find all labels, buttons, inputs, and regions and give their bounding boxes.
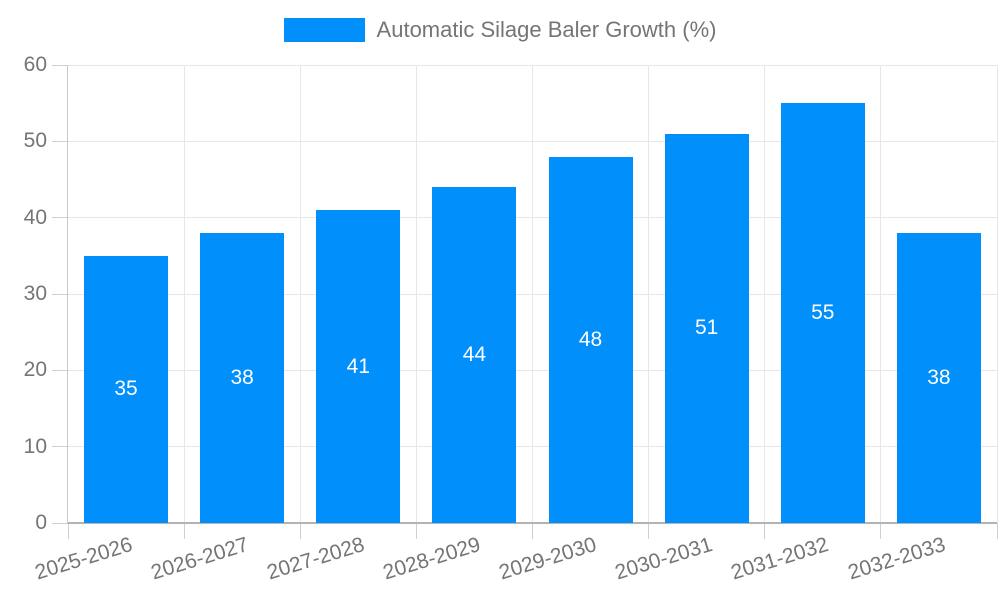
y-axis-tick [52, 64, 68, 66]
bar-value-label: 38 [230, 365, 254, 389]
y-axis-tick [52, 446, 68, 448]
x-axis-tick [764, 523, 766, 539]
y-axis-label: 40 [23, 205, 47, 229]
gridline-vertical [299, 65, 301, 523]
gridline-vertical [880, 65, 882, 523]
y-axis-tick [52, 217, 68, 219]
bar-value-label: 51 [695, 316, 719, 340]
legend-label: Automatic Silage Baler Growth (%) [376, 17, 717, 42]
x-axis-tick [67, 523, 69, 539]
bar-value-label: 35 [114, 377, 138, 401]
y-axis-tick [52, 369, 68, 371]
x-axis-line [68, 522, 997, 524]
gridline-vertical [415, 65, 417, 523]
x-axis-label: 2026-2027 [148, 533, 251, 585]
bar-value-label: 55 [811, 301, 835, 325]
x-axis-label: 2030-2031 [612, 533, 716, 585]
bar-value-label: 44 [462, 343, 487, 367]
x-axis-tick [648, 523, 650, 539]
x-axis-tick [299, 523, 301, 539]
x-axis-tick [415, 523, 417, 539]
x-axis-label: 2027-2028 [264, 533, 368, 585]
bar[interactable]: 38 [200, 232, 285, 523]
legend-marker-swatch [283, 18, 365, 42]
y-axis-label: 20 [23, 358, 47, 382]
y-axis-tick [52, 293, 68, 295]
legend: Automatic Silage Baler Growth (%) [0, 17, 1000, 43]
bar[interactable]: 35 [84, 255, 169, 523]
bar[interactable]: 51 [664, 133, 749, 523]
y-axis-label: 60 [23, 53, 47, 76]
bar[interactable]: 48 [548, 156, 633, 523]
bar-value-label: 41 [346, 354, 370, 378]
y-axis-line [67, 65, 68, 523]
bar-value-label: 48 [578, 327, 603, 351]
y-axis-label: 30 [23, 282, 47, 305]
y-axis-tick [52, 522, 68, 524]
x-axis-tick [996, 523, 998, 539]
x-axis-tick [183, 523, 185, 539]
bar[interactable]: 41 [316, 210, 401, 523]
gridline-vertical [764, 65, 766, 523]
x-axis-label: 2031-2032 [728, 533, 832, 585]
y-axis-label: 50 [23, 129, 47, 153]
x-axis-label: 2025-2026 [32, 533, 135, 585]
bar[interactable]: 44 [432, 187, 517, 523]
bar[interactable]: 38 [896, 232, 981, 523]
gridline-vertical [996, 65, 998, 523]
bar[interactable]: 55 [780, 103, 865, 523]
x-axis-label: 2029-2030 [496, 533, 600, 585]
x-axis-tick [532, 523, 533, 539]
legend-item[interactable]: Automatic Silage Baler Growth (%) [283, 17, 717, 43]
x-axis-tick [880, 523, 882, 539]
x-axis-label: 2028-2029 [380, 533, 484, 585]
bar-value-label: 38 [927, 365, 951, 389]
y-axis-tick [52, 140, 68, 142]
gridline-vertical [183, 65, 185, 523]
y-axis-label: 10 [23, 434, 47, 458]
gridline-vertical [532, 65, 533, 523]
x-axis-label: 2032-2033 [844, 533, 948, 585]
gridline-vertical [648, 65, 650, 523]
y-axis-label: 0 [35, 511, 47, 534]
